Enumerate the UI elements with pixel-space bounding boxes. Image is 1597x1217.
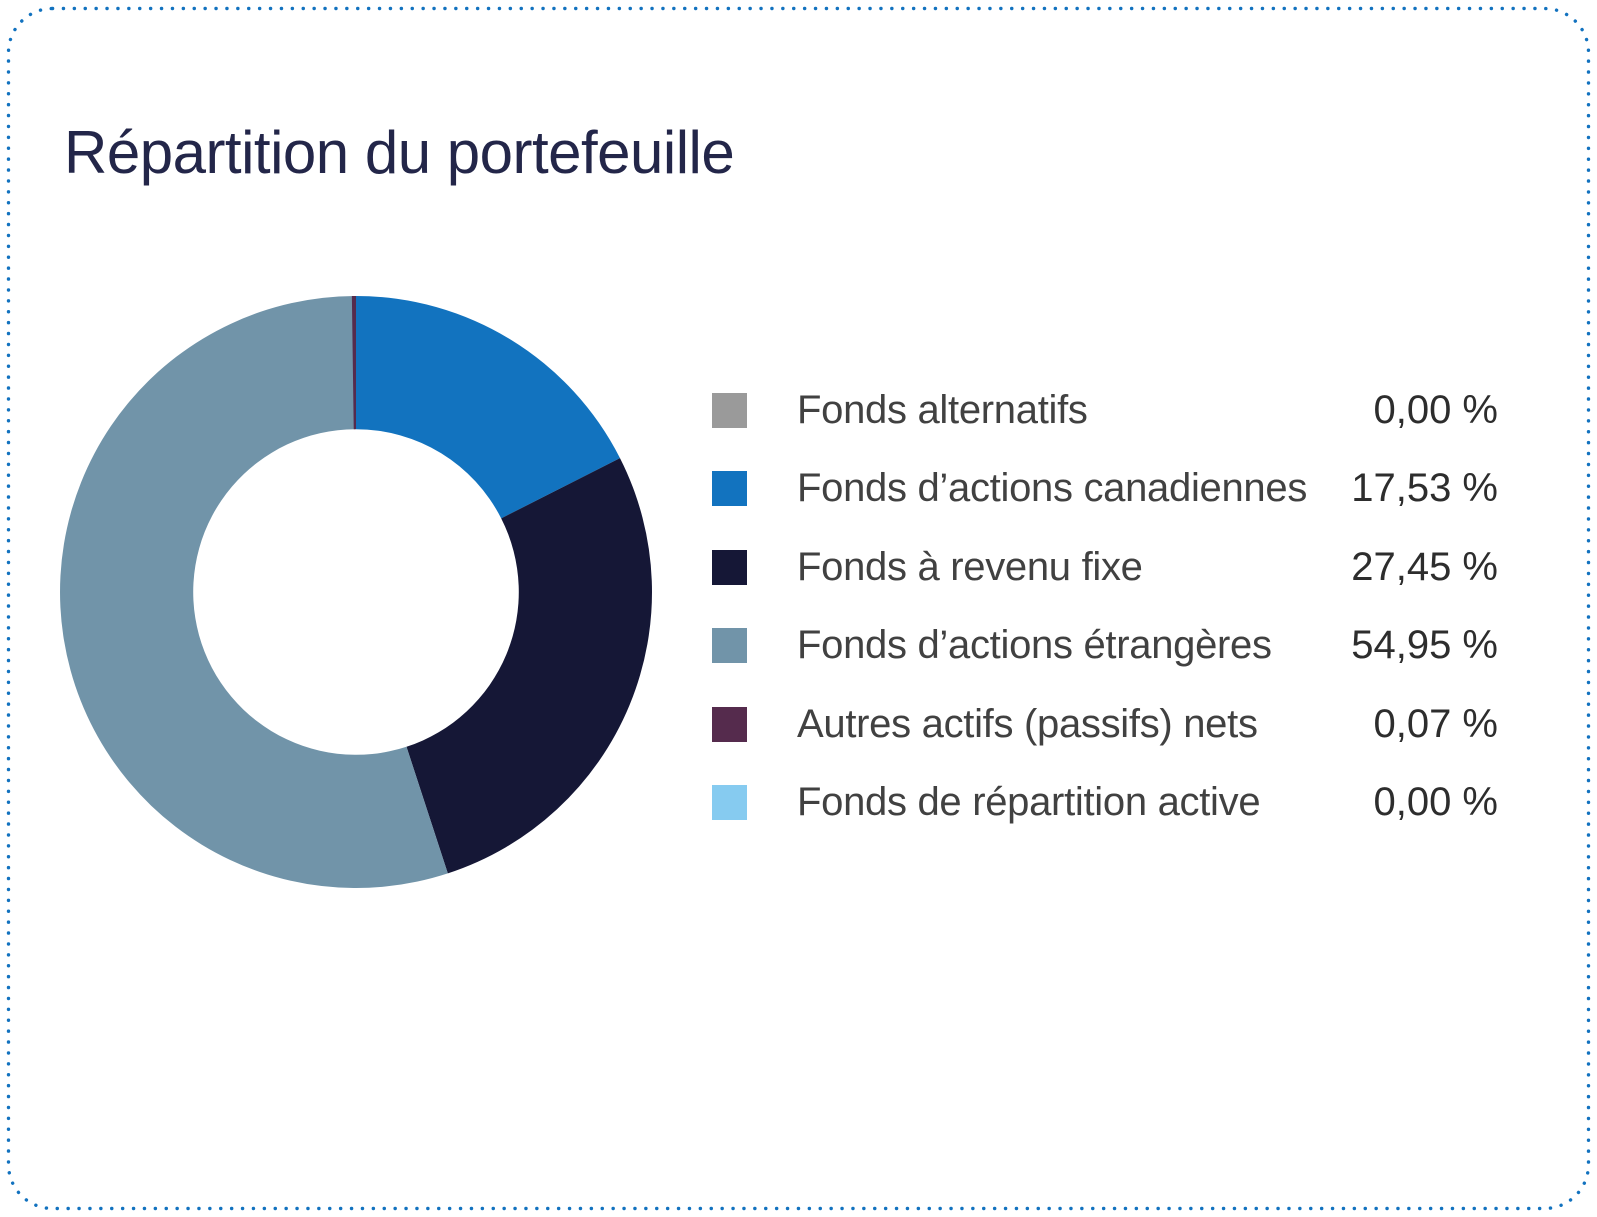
legend-swatch-icon bbox=[712, 785, 747, 821]
donut-slice-3 bbox=[60, 296, 448, 888]
legend-value: 54,95 % bbox=[1351, 623, 1498, 668]
legend-row: Fonds de répartition active 0,00 % bbox=[712, 764, 1498, 843]
donut-chart-area bbox=[58, 294, 654, 890]
donut-slice-4 bbox=[351, 296, 356, 430]
legend-swatch-icon bbox=[712, 392, 747, 428]
legend-swatch-icon bbox=[712, 549, 747, 585]
legend-row: Fonds alternatifs 0,00 % bbox=[712, 371, 1498, 450]
legend-value: 0,00 % bbox=[1373, 387, 1498, 432]
legend-row: Fonds d’actions étrangères 54,95 % bbox=[712, 607, 1498, 686]
legend-swatch-icon bbox=[712, 628, 747, 664]
legend-label: Fonds à revenu fixe bbox=[797, 544, 1143, 589]
legend-value: 27,45 % bbox=[1351, 544, 1498, 589]
legend-label: Fonds alternatifs bbox=[797, 387, 1088, 432]
page-title: Répartition du portefeuille bbox=[64, 119, 735, 186]
legend-swatch-icon bbox=[712, 471, 747, 507]
donut-chart bbox=[60, 296, 652, 888]
legend-value: 0,07 % bbox=[1373, 701, 1498, 746]
legend-label: Fonds d’actions étrangères bbox=[797, 623, 1272, 668]
legend-value: 0,00 % bbox=[1373, 780, 1498, 825]
legend-row: Fonds d’actions canadiennes 17,53 % bbox=[712, 450, 1498, 529]
donut-slice-1 bbox=[356, 296, 620, 519]
chart-legend: Fonds alternatifs 0,00 % Fonds d’actions… bbox=[712, 371, 1498, 842]
legend-label: Fonds de répartition active bbox=[797, 780, 1261, 825]
legend-row: Fonds à revenu fixe 27,45 % bbox=[712, 528, 1498, 607]
legend-value: 17,53 % bbox=[1351, 466, 1498, 511]
legend-swatch-icon bbox=[712, 706, 747, 742]
legend-label: Autres actifs (passifs) nets bbox=[797, 701, 1258, 746]
legend-row: Autres actifs (passifs) nets 0,07 % bbox=[712, 685, 1498, 764]
donut-slice-2 bbox=[406, 458, 652, 874]
legend-label: Fonds d’actions canadiennes bbox=[797, 466, 1308, 511]
